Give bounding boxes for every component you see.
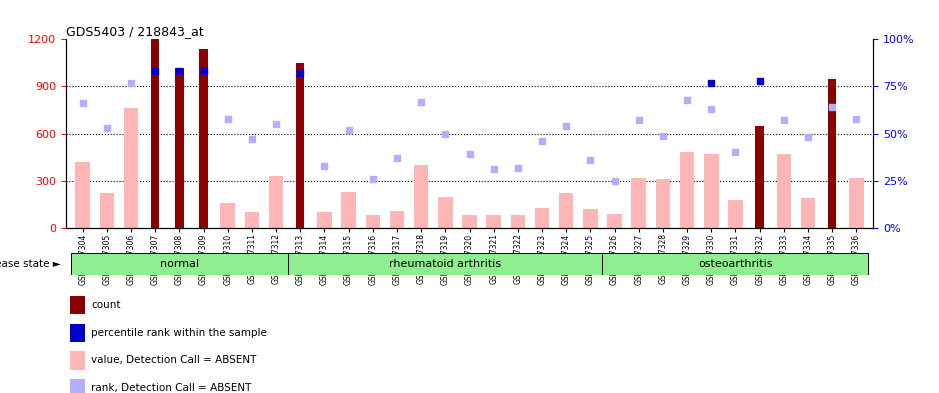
Point <box>583 157 598 163</box>
Bar <box>414 165 428 228</box>
Bar <box>100 193 114 228</box>
Point <box>341 127 356 133</box>
Text: disease state ►: disease state ► <box>0 259 61 269</box>
Text: GDS5403 / 218843_at: GDS5403 / 218843_at <box>66 25 204 38</box>
Point <box>317 163 332 169</box>
Bar <box>70 351 85 370</box>
Point <box>703 106 718 112</box>
Bar <box>221 203 235 228</box>
Point <box>534 138 549 144</box>
Text: normal: normal <box>160 259 199 269</box>
Bar <box>608 214 622 228</box>
Bar <box>583 209 597 228</box>
Point <box>559 123 574 129</box>
Bar <box>462 215 477 228</box>
Bar <box>801 198 815 228</box>
Bar <box>151 39 160 228</box>
Bar <box>777 154 791 228</box>
Text: value, Detection Call = ABSENT: value, Detection Call = ABSENT <box>91 355 256 365</box>
Point <box>680 97 695 103</box>
Point <box>728 149 743 156</box>
Bar <box>704 154 718 228</box>
Bar <box>729 200 743 228</box>
Point <box>269 121 284 127</box>
Bar <box>75 162 90 228</box>
Point <box>655 132 670 139</box>
Point <box>703 79 718 86</box>
Bar <box>70 296 85 314</box>
Bar <box>439 196 453 228</box>
Text: rank, Detection Call = ABSENT: rank, Detection Call = ABSENT <box>91 383 252 393</box>
Bar <box>680 152 694 228</box>
Point <box>824 104 839 110</box>
Bar <box>199 49 208 228</box>
Point <box>124 79 139 86</box>
Bar <box>342 192 356 228</box>
Point <box>244 136 259 142</box>
Point <box>800 134 815 141</box>
Bar <box>296 63 304 228</box>
Bar <box>317 212 331 228</box>
Bar <box>70 253 288 275</box>
Bar <box>390 211 404 228</box>
Bar <box>124 108 138 228</box>
Bar <box>70 379 85 393</box>
Point <box>607 178 622 184</box>
Point <box>510 164 525 171</box>
Text: osteoarthritis: osteoarthritis <box>699 259 773 269</box>
Bar <box>486 215 500 228</box>
Bar <box>288 253 603 275</box>
Bar <box>535 208 549 228</box>
Bar <box>559 193 574 228</box>
Point <box>100 125 115 131</box>
Bar <box>632 178 646 228</box>
Text: rheumatoid arthritis: rheumatoid arthritis <box>390 259 501 269</box>
Point <box>75 100 90 107</box>
Bar <box>828 79 837 228</box>
Text: count: count <box>91 300 120 310</box>
Bar <box>655 179 670 228</box>
Point <box>486 166 501 173</box>
Point <box>293 70 308 76</box>
Bar <box>755 126 763 228</box>
Bar <box>511 215 525 228</box>
Bar <box>269 176 284 228</box>
Point <box>849 116 864 122</box>
Point <box>221 116 236 122</box>
Point <box>462 151 477 158</box>
Point <box>438 130 453 137</box>
Point <box>147 68 162 75</box>
Point <box>172 68 187 75</box>
Bar <box>603 253 869 275</box>
Point <box>777 117 792 123</box>
Point <box>414 98 429 105</box>
Text: percentile rank within the sample: percentile rank within the sample <box>91 328 267 338</box>
Point <box>196 68 211 75</box>
Bar <box>245 212 259 228</box>
Point <box>365 176 380 182</box>
Point <box>631 117 646 123</box>
Bar <box>365 215 380 228</box>
Bar <box>70 324 85 342</box>
Bar <box>849 178 864 228</box>
Bar <box>176 68 184 228</box>
Point <box>752 78 767 84</box>
Point <box>390 155 405 161</box>
